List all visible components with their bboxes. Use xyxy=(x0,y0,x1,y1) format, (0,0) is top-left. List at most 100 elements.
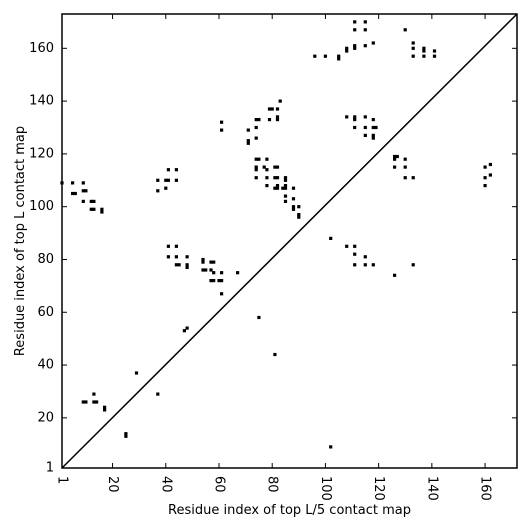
contact-point xyxy=(201,260,205,264)
contact-point xyxy=(297,205,301,209)
contact-point xyxy=(185,326,189,330)
y-tick-label: 20 xyxy=(37,410,54,425)
contact-point xyxy=(345,115,349,119)
contact-point xyxy=(174,255,178,259)
contact-point xyxy=(353,44,357,48)
contact-point xyxy=(246,141,250,145)
contact-point xyxy=(345,49,349,53)
contact-point xyxy=(185,255,189,259)
contact-point xyxy=(329,236,333,240)
contact-point xyxy=(291,197,296,201)
contact-point xyxy=(283,186,288,190)
contact-point xyxy=(220,128,224,132)
contact-point xyxy=(270,107,274,111)
contact-point xyxy=(283,178,288,182)
contact-point xyxy=(403,176,407,180)
y-axis-label: Residue index of top L contact map xyxy=(13,126,28,356)
contact-point xyxy=(273,176,277,180)
contact-points xyxy=(60,20,492,449)
y-tick-label: 120 xyxy=(29,146,54,161)
contact-point xyxy=(257,118,261,122)
contact-point xyxy=(209,268,213,272)
contact-point xyxy=(246,139,250,143)
contact-point xyxy=(166,255,170,259)
contact-point xyxy=(81,181,85,185)
contact-point xyxy=(254,157,258,161)
contact-point xyxy=(393,273,397,277)
contact-point xyxy=(134,371,139,375)
contact-point xyxy=(363,115,367,119)
contact-point xyxy=(220,120,224,124)
contact-point xyxy=(185,263,189,267)
contact-point xyxy=(432,49,437,53)
contact-point xyxy=(81,400,85,404)
contact-point xyxy=(124,434,128,438)
contact-point xyxy=(212,279,216,283)
contact-point xyxy=(353,115,357,119)
contact-point xyxy=(353,28,357,32)
contact-point xyxy=(329,445,333,449)
contact-point xyxy=(275,115,280,119)
y-tick-label: 100 xyxy=(29,199,54,214)
contact-point xyxy=(254,168,258,172)
contact-point xyxy=(73,191,77,196)
contact-point xyxy=(89,199,93,203)
contact-point xyxy=(156,392,160,396)
x-tick-label: 120 xyxy=(371,476,386,501)
contact-point xyxy=(313,54,317,58)
x-axis-ticks: 1 20 40 60 80 100 120 140 160 xyxy=(55,14,493,501)
contact-point xyxy=(291,205,296,209)
x-tick-label: 60 xyxy=(211,476,226,493)
contact-point xyxy=(262,165,266,169)
contact-point xyxy=(92,392,96,396)
contact-point xyxy=(156,178,160,182)
x-tick-label: 140 xyxy=(424,476,439,501)
contact-point xyxy=(254,118,258,122)
contact-point xyxy=(246,128,250,132)
contact-point xyxy=(403,165,407,169)
x-tick-label: 1 xyxy=(55,476,70,484)
contact-point xyxy=(185,265,189,269)
contact-point xyxy=(411,41,415,45)
contact-point xyxy=(212,271,216,275)
contact-point xyxy=(337,54,341,58)
y-tick-label: 80 xyxy=(37,252,54,267)
contact-point xyxy=(363,20,367,24)
contact-point xyxy=(283,199,288,203)
contact-point xyxy=(156,189,160,193)
contact-point xyxy=(212,260,216,264)
contact-point xyxy=(100,207,104,211)
contact-point xyxy=(337,57,341,61)
contact-point xyxy=(84,400,88,404)
contact-point xyxy=(353,252,357,256)
contact-point xyxy=(267,107,272,111)
contact-point xyxy=(81,199,85,203)
contact-point xyxy=(92,199,96,203)
contact-point xyxy=(265,168,269,172)
contact-point xyxy=(254,165,258,169)
contact-point xyxy=(371,125,375,130)
contact-point xyxy=(371,136,375,140)
contact-point xyxy=(220,292,224,296)
contact-point xyxy=(103,408,107,412)
x-tick-label: 20 xyxy=(105,476,120,493)
contact-point xyxy=(71,191,75,196)
contact-point xyxy=(363,44,367,48)
contact-point xyxy=(393,157,397,161)
contact-point xyxy=(166,178,170,182)
x-tick-label: 100 xyxy=(318,476,333,501)
contact-point xyxy=(164,186,168,190)
y-tick-label: 140 xyxy=(29,94,54,109)
contact-point xyxy=(166,244,170,248)
contact-point xyxy=(395,154,399,159)
contact-point xyxy=(283,176,288,180)
contact-point xyxy=(275,165,280,169)
contact-point xyxy=(254,176,258,180)
contact-point xyxy=(92,207,96,211)
contact-point xyxy=(92,400,96,404)
contact-point xyxy=(283,194,288,198)
contact-point xyxy=(371,133,375,137)
contact-point xyxy=(81,189,85,193)
